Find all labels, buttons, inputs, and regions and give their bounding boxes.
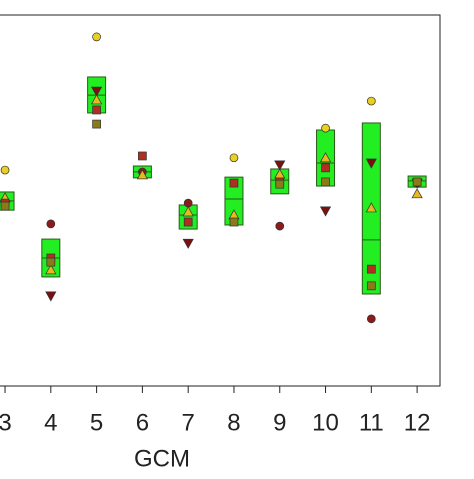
- marker-triangle: [45, 264, 57, 275]
- marker-circle: [229, 153, 239, 163]
- x-tick-label: 4: [44, 409, 57, 436]
- marker-triangle: [182, 206, 194, 217]
- marker-circle: [183, 198, 193, 208]
- marker-square: [321, 177, 330, 187]
- x-tick-label: 6: [136, 409, 149, 436]
- marker-circle: [92, 32, 101, 42]
- marker-circle: [321, 123, 330, 133]
- marker-triangle: [91, 94, 103, 105]
- marker-down-triangle: [182, 238, 194, 249]
- x-tick-label: 11: [359, 409, 384, 436]
- plot-frame: [0, 14, 441, 387]
- x-tick-label: 8: [227, 409, 240, 436]
- marker-triangle: [411, 188, 423, 199]
- marker-square: [229, 178, 239, 188]
- marker-down-triangle: [319, 206, 332, 217]
- marker-triangle: [136, 169, 148, 180]
- marker-circle: [0, 165, 10, 175]
- x-tick-label: 7: [181, 409, 194, 436]
- x-tick-label: 5: [90, 409, 103, 436]
- marker-down-triangle: [365, 158, 377, 169]
- marker-square: [46, 257, 56, 267]
- x-tick-label: 12: [404, 409, 431, 436]
- x-tick-label: 10: [312, 409, 339, 436]
- marker-down-triangle: [274, 160, 286, 171]
- marker-square: [92, 105, 101, 115]
- marker-square: [366, 281, 376, 291]
- x-tick-label: 3: [0, 409, 12, 436]
- marker-square: [229, 217, 239, 227]
- marker-down-triangle: [45, 291, 57, 302]
- marker-square: [321, 163, 330, 173]
- marker-square: [183, 217, 193, 227]
- marker-circle: [46, 219, 56, 229]
- marker-triangle: [319, 152, 332, 163]
- x-tick-label: 9: [273, 409, 286, 436]
- marker-circle: [366, 96, 376, 106]
- marker-square: [412, 177, 422, 187]
- marker-down-triangle: [91, 86, 103, 97]
- marker-square: [366, 264, 376, 274]
- marker-circle: [366, 314, 376, 324]
- marker-square: [138, 151, 147, 161]
- marker-triangle: [365, 202, 377, 213]
- x-axis-label: GCM: [134, 445, 190, 472]
- marker-square: [92, 119, 101, 129]
- marker-circle: [275, 221, 285, 231]
- marker-square: [275, 179, 285, 189]
- marker-square: [0, 201, 10, 211]
